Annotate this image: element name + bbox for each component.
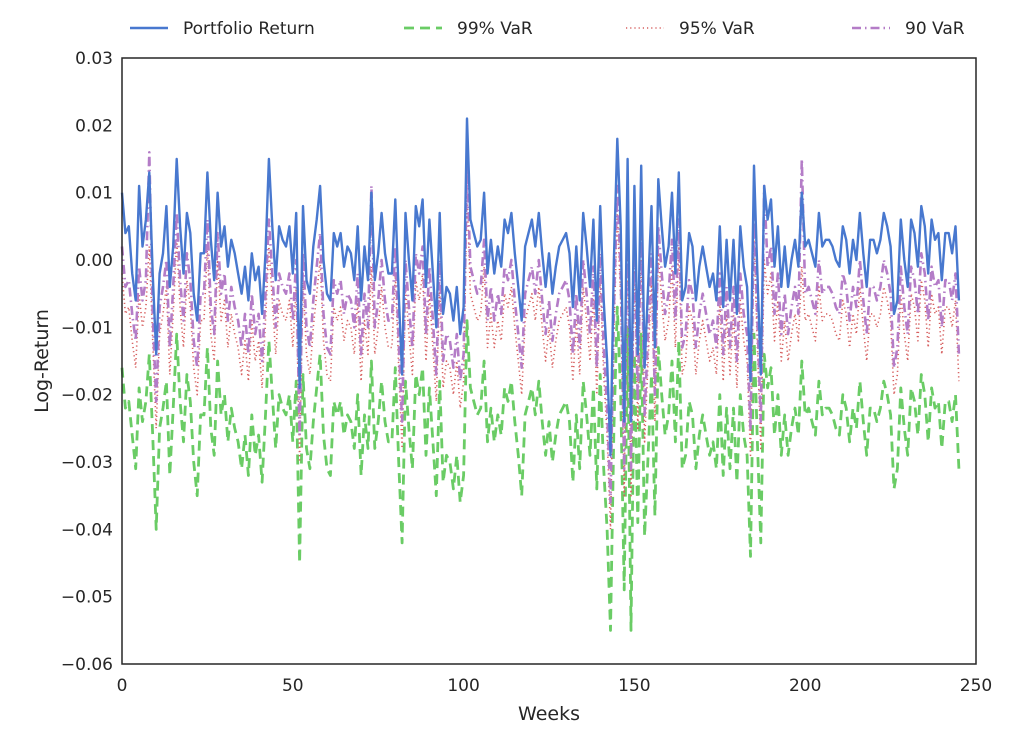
x-tick-label: 150 bbox=[618, 676, 650, 696]
y-tick-label: −0.06 bbox=[61, 655, 113, 675]
y-tick-label: 0.03 bbox=[75, 49, 113, 69]
x-axis-ticks: 0 50 100 150 200 250 bbox=[117, 676, 993, 696]
series-line-90-var bbox=[120, 151, 961, 504]
y-tick-label: 0.01 bbox=[75, 184, 113, 204]
x-tick-label: 200 bbox=[789, 676, 821, 696]
y-tick-label: −0.04 bbox=[61, 520, 113, 540]
legend-label: 95% VaR bbox=[679, 19, 755, 39]
legend-label: Portfolio Return bbox=[183, 19, 315, 39]
x-tick-label: 100 bbox=[447, 676, 479, 696]
series-line-portfolio-return bbox=[120, 117, 961, 457]
x-tick-label: 0 bbox=[117, 676, 128, 696]
legend: Portfolio Return 99% VaR 95% VaR 90 VaR bbox=[130, 19, 965, 39]
legend-label: 90 VaR bbox=[905, 19, 965, 39]
y-tick-label: 0.00 bbox=[75, 251, 113, 271]
x-axis-label: Weeks bbox=[518, 703, 580, 725]
series-line-95-var bbox=[121, 191, 960, 531]
series-line-99-var bbox=[120, 305, 961, 632]
x-tick-label: 50 bbox=[282, 676, 304, 696]
x-tick-label: 250 bbox=[960, 676, 992, 696]
y-tick-label: −0.02 bbox=[61, 386, 113, 406]
y-axis-ticks: 0.03 0.02 0.01 0.00 −0.01 −0.02 −0.03 −0.04 −0.0… bbox=[61, 49, 113, 675]
plot-frame bbox=[121, 57, 977, 665]
y-tick-label: −0.03 bbox=[61, 453, 113, 473]
legend-label: 99% VaR bbox=[457, 19, 533, 39]
y-tick-label: −0.05 bbox=[61, 588, 113, 608]
y-tick-label: −0.01 bbox=[61, 318, 113, 338]
y-axis-label: Log-Return bbox=[31, 309, 53, 413]
y-tick-label: 0.02 bbox=[75, 116, 113, 136]
series-layer bbox=[120, 117, 961, 632]
